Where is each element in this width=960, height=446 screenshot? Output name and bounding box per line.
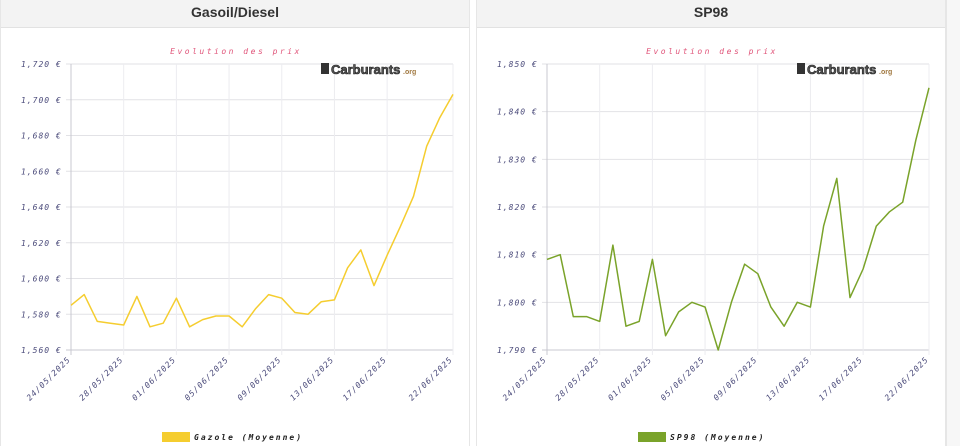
x-tick-label: 13/06/2025: [764, 355, 811, 402]
x-tick-label: 01/06/2025: [606, 355, 653, 402]
y-tick-label: 1,810 €: [497, 251, 538, 260]
y-tick-label: 1,850 €: [497, 60, 538, 69]
y-tick-label: 1,700 €: [21, 96, 62, 105]
y-tick-label: 1,720 €: [21, 60, 62, 69]
x-tick-label: 22/06/2025: [883, 355, 930, 402]
x-tick-label: 28/05/2025: [554, 355, 601, 402]
panel-gasoil: Gasoil/Diesel Evolution des prix 1,560 € 1…: [0, 0, 470, 446]
y-tick-label: 1,800 €: [497, 298, 538, 307]
legend-label: SP98 (Moyenne): [670, 433, 765, 442]
legend-swatch: [162, 432, 190, 442]
x-tick-label: 05/06/2025: [183, 355, 230, 402]
scrollbar-track[interactable]: [946, 0, 960, 446]
x-tick-label: 17/06/2025: [341, 355, 388, 402]
x-tick-label: 01/06/2025: [130, 355, 177, 402]
pump-icon: [321, 63, 329, 74]
chart-title: Evolution des prix: [646, 47, 778, 56]
y-tick-label: 1,580 €: [21, 310, 62, 319]
chart-title: Evolution des prix: [170, 47, 302, 56]
gasoil-price-chart: Evolution des prix 1,560 € 1,580 € 1,600 € 1…: [21, 47, 454, 442]
y-tick-label: 1,600 €: [21, 275, 62, 284]
panel-title: Gasoil/Diesel: [1, 0, 469, 28]
x-tick-label: 28/05/2025: [78, 355, 125, 402]
y-tick-label: 1,840 €: [497, 108, 538, 117]
carburants-logo: Carburants .org: [797, 62, 892, 77]
x-tick-label: 24/05/2025: [25, 355, 72, 402]
x-tick-label: 17/06/2025: [817, 355, 864, 402]
y-tick-label: 1,820 €: [497, 203, 538, 212]
panel-sp98: SP98 Evolution des prix 1,790 € 1,800 € 1,8…: [476, 0, 946, 446]
pump-icon: [797, 63, 805, 74]
y-tick-label: 1,620 €: [21, 239, 62, 248]
x-tick-label: 05/06/2025: [659, 355, 706, 402]
logo-text: Carburants: [331, 62, 400, 77]
y-tick-label: 1,660 €: [21, 167, 62, 176]
y-tick-label: 1,640 €: [21, 203, 62, 212]
carburants-logo: Carburants .org: [321, 62, 416, 77]
sp98-price-chart: Evolution des prix 1,790 € 1,800 € 1,810 € 1…: [497, 47, 930, 442]
x-tick-label: 09/06/2025: [712, 355, 759, 402]
x-tick-label: 24/05/2025: [501, 355, 548, 402]
y-tick-label: 1,560 €: [21, 346, 62, 355]
logo-text: Carburants: [807, 62, 876, 77]
y-tick-label: 1,830 €: [497, 155, 538, 164]
panel-title: SP98: [477, 0, 945, 28]
legend-swatch: [638, 432, 666, 442]
y-tick-label: 1,680 €: [21, 132, 62, 141]
x-tick-label: 22/06/2025: [407, 355, 454, 402]
x-tick-label: 13/06/2025: [288, 355, 335, 402]
logo-suffix: .org: [403, 69, 416, 76]
logo-suffix: .org: [879, 69, 892, 76]
y-tick-label: 1,790 €: [497, 346, 538, 355]
series-line: [546, 87, 930, 351]
x-tick-label: 09/06/2025: [236, 355, 283, 402]
series-line: [70, 94, 454, 328]
legend-label: Gazole (Moyenne): [194, 433, 303, 442]
